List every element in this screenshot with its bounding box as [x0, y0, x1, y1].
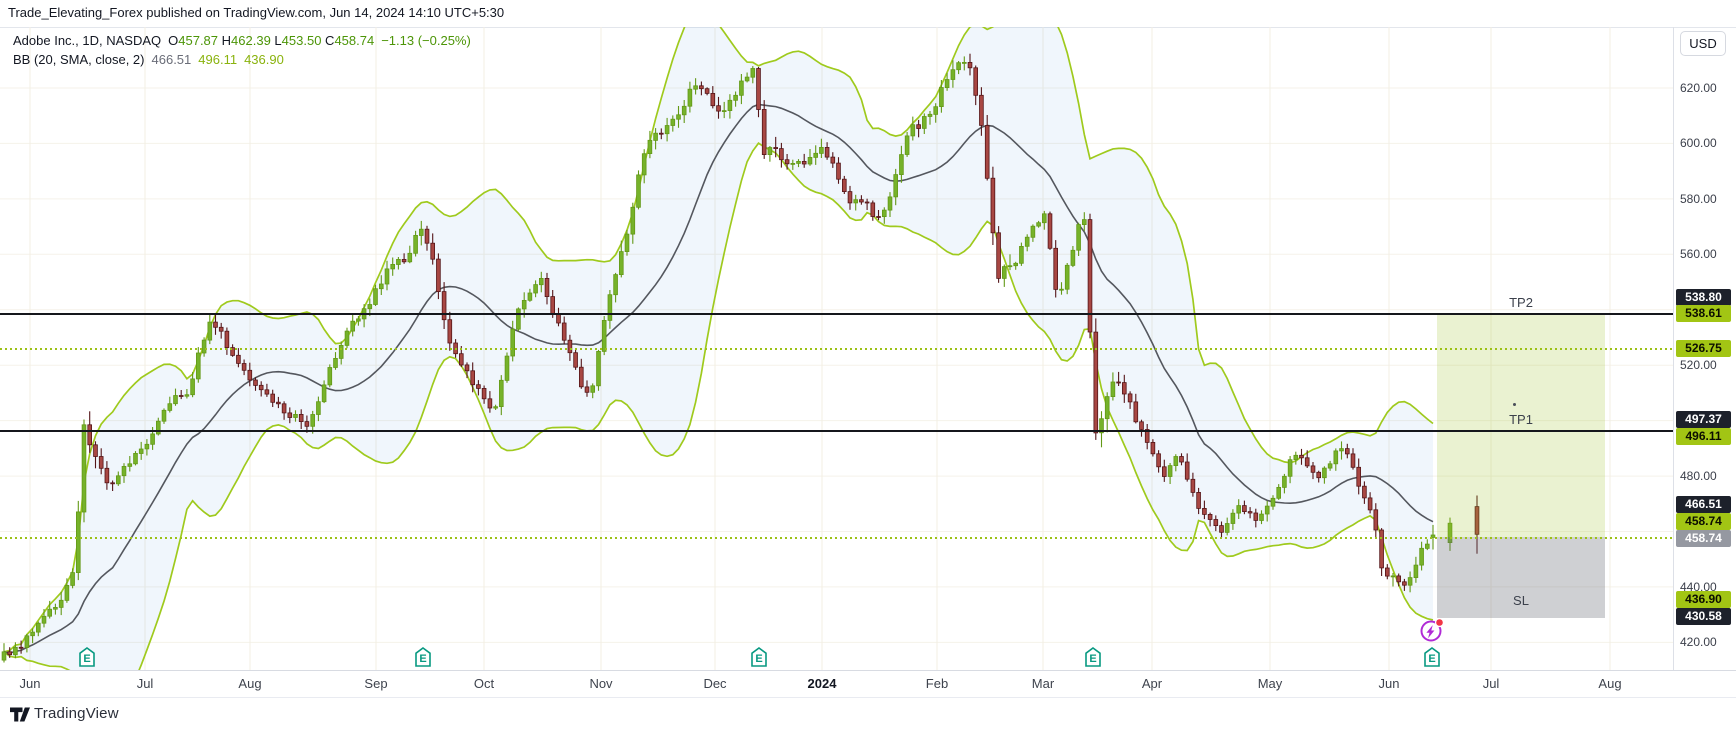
price-badge-lime: 538.61	[1676, 304, 1731, 322]
price-axis-divider	[1673, 27, 1674, 670]
price-badge-dark: 430.58	[1676, 607, 1731, 625]
month-label: Feb	[925, 676, 949, 691]
month-label: Dec	[703, 676, 727, 691]
month-label: Jun	[19, 676, 41, 691]
candlestick-canvas[interactable]	[0, 27, 1673, 670]
svg-text:E: E	[83, 653, 90, 665]
month-label: May	[1257, 676, 1283, 691]
change-value: −1.13 (−0.25%)	[381, 33, 471, 48]
price-tick-label: 420.00	[1680, 635, 1717, 649]
symbol-title: Adobe Inc., 1D, NASDAQ	[13, 33, 162, 48]
svg-text:E: E	[1428, 653, 1435, 665]
month-label: Sep	[364, 676, 388, 691]
ohlc-key: H	[221, 33, 232, 48]
time-axis-bottom-divider	[0, 697, 1736, 698]
earnings-icon[interactable]: E	[415, 647, 431, 667]
indicator-title: BB (20, SMA, close, 2)	[13, 52, 145, 67]
month-label: Nov	[589, 676, 613, 691]
price-badge-dark: 466.51	[1676, 495, 1731, 513]
chart-legend: Adobe Inc., 1D, NASDAQ O457.87 H462.39 L…	[13, 33, 471, 71]
byline: Trade_Elevating_Forex published on Tradi…	[8, 5, 505, 20]
ohlc-values: O457.87 H462.39 L453.50 C458.74	[168, 33, 374, 48]
svg-text:E: E	[419, 653, 426, 665]
price-badge-gray: 458.74	[1676, 529, 1731, 547]
month-label: Jun	[1378, 676, 1400, 691]
price-badge-lime: 458.74	[1676, 512, 1731, 530]
ohlc-key: L	[274, 33, 282, 48]
bb-lower-value: 436.90	[244, 52, 284, 67]
ohlc-value: 457.87	[178, 33, 219, 48]
ohlc-value: 462.39	[231, 33, 271, 48]
month-label: Aug	[1598, 676, 1622, 691]
bb-basis-value: 466.51	[151, 52, 192, 67]
price-badge-dark: 538.80	[1676, 288, 1731, 306]
month-label: Apr	[1141, 676, 1163, 691]
svg-text:E: E	[755, 653, 762, 665]
earnings-icon[interactable]: E	[1424, 647, 1440, 667]
earnings-icon[interactable]: E	[79, 647, 95, 667]
month-label: 2024	[807, 676, 837, 691]
month-label: Mar	[1031, 676, 1055, 691]
month-label: Jul	[136, 676, 154, 691]
idea-flash-icon[interactable]	[1419, 617, 1445, 643]
price-badge-lime: 496.11	[1676, 427, 1731, 445]
price-tick-label: 600.00	[1680, 136, 1717, 150]
ohlc-key: O	[168, 33, 179, 48]
symbol-legend-row[interactable]: Adobe Inc., 1D, NASDAQ O457.87 H462.39 L…	[13, 33, 471, 48]
ohlc-key: C	[325, 33, 335, 48]
price-badge-dark: 497.37	[1676, 410, 1731, 428]
bb-upper-value: 496.11	[198, 52, 238, 67]
tradingview-wordmark: TradingView	[34, 705, 119, 722]
ohlc-value: 453.50	[281, 33, 322, 48]
month-label: Oct	[473, 676, 495, 691]
header-divider	[0, 27, 1736, 28]
ohlc-value: 458.74	[334, 33, 375, 48]
tradingview-logo-icon	[10, 707, 30, 722]
time-axis-divider	[0, 670, 1736, 671]
earnings-icon[interactable]: E	[1085, 647, 1101, 667]
price-tick-label: 480.00	[1680, 469, 1717, 483]
svg-text:E: E	[1089, 653, 1096, 665]
earnings-icon[interactable]: E	[751, 647, 767, 667]
price-tick-label: 620.00	[1680, 81, 1717, 95]
price-badge-lime: 526.75	[1676, 339, 1731, 357]
price-tick-label: 580.00	[1680, 192, 1717, 206]
price-badge-lime: 436.90	[1676, 590, 1731, 608]
price-tick-label: 560.00	[1680, 247, 1717, 261]
currency-toggle-button[interactable]: USD	[1680, 31, 1726, 56]
indicator-legend-row[interactable]: BB (20, SMA, close, 2) 466.51 496.11 436…	[13, 52, 471, 67]
price-tick-label: 520.00	[1680, 358, 1717, 372]
month-label: Aug	[238, 676, 262, 691]
month-label: Jul	[1482, 676, 1500, 691]
